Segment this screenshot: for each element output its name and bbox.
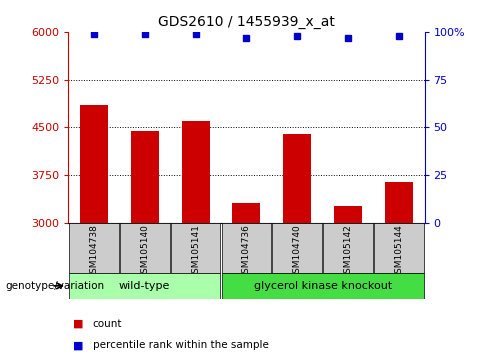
Title: GDS2610 / 1455939_x_at: GDS2610 / 1455939_x_at (158, 16, 335, 29)
Text: wild-type: wild-type (119, 281, 170, 291)
FancyBboxPatch shape (374, 223, 424, 273)
Text: GSM104740: GSM104740 (293, 224, 302, 279)
Bar (334, 206, 362, 223)
Text: genotype/variation: genotype/variation (5, 281, 104, 291)
Text: GSM105141: GSM105141 (191, 224, 200, 279)
Bar (182, 121, 209, 223)
Text: GSM105144: GSM105144 (395, 224, 404, 279)
Text: GSM104736: GSM104736 (242, 224, 251, 279)
Bar (80, 105, 108, 223)
Text: GSM105140: GSM105140 (140, 224, 149, 279)
FancyBboxPatch shape (171, 223, 221, 273)
Bar (232, 202, 261, 223)
FancyBboxPatch shape (222, 223, 271, 273)
Bar (131, 131, 159, 223)
FancyBboxPatch shape (69, 273, 221, 299)
FancyBboxPatch shape (323, 223, 373, 273)
Text: glycerol kinase knockout: glycerol kinase knockout (254, 281, 392, 291)
Text: percentile rank within the sample: percentile rank within the sample (93, 340, 268, 350)
Text: ■: ■ (73, 340, 84, 350)
Text: GSM104738: GSM104738 (89, 224, 98, 279)
FancyBboxPatch shape (272, 223, 322, 273)
Text: GSM105142: GSM105142 (344, 224, 353, 279)
FancyBboxPatch shape (120, 223, 170, 273)
Bar (385, 182, 413, 223)
FancyBboxPatch shape (69, 223, 119, 273)
Text: ■: ■ (73, 319, 84, 329)
Text: count: count (93, 319, 122, 329)
FancyBboxPatch shape (222, 273, 424, 299)
Bar (284, 134, 311, 223)
